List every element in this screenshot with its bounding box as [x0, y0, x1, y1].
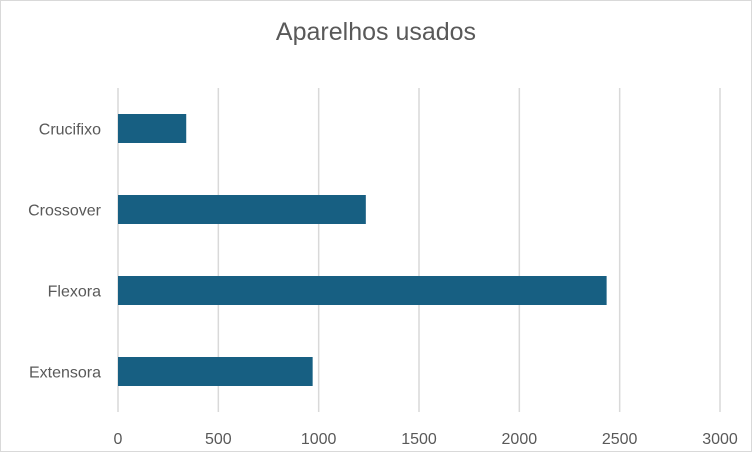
x-tick-label-3000: 3000	[702, 431, 738, 448]
category-label-crossover: Crossover	[28, 203, 102, 220]
bar-crucifixo	[118, 114, 187, 143]
bar-flexora	[118, 276, 607, 305]
x-tick-label-1500: 1500	[401, 431, 437, 448]
bar-crossover	[118, 195, 366, 224]
x-tick-label-2000: 2000	[502, 431, 538, 448]
x-tick-label-2500: 2500	[602, 431, 638, 448]
chart-title: Aparelhos usados	[275, 18, 477, 46]
category-label-extensora: Extensora	[29, 365, 101, 382]
bar-extensora	[118, 357, 313, 386]
category-label-flexora: Flexora	[48, 284, 101, 301]
x-tick-label-500: 500	[205, 431, 232, 448]
x-tick-label-1000: 1000	[301, 431, 337, 448]
x-tick-label-0: 0	[114, 431, 123, 448]
category-label-crucifixo: Crucifixo	[39, 122, 101, 139]
